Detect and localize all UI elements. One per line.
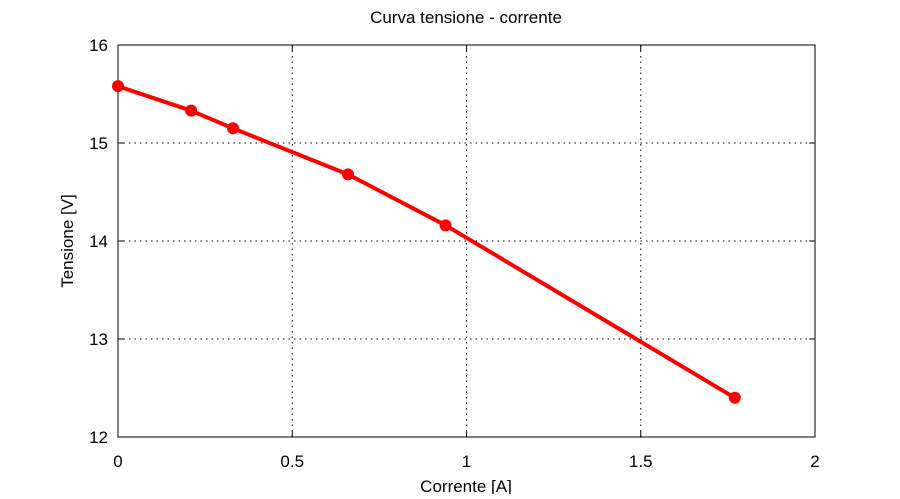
x-tick-label: 2 bbox=[810, 452, 819, 471]
y-tick-label: 13 bbox=[89, 330, 108, 349]
x-tick-label: 0 bbox=[113, 452, 122, 471]
y-axis-title: Tensione [V] bbox=[58, 194, 77, 288]
data-point bbox=[728, 391, 741, 404]
series-line bbox=[116, 84, 737, 400]
data-point bbox=[185, 104, 198, 117]
data-point bbox=[439, 219, 452, 232]
chart-title: Curva tensione - corrente bbox=[370, 8, 562, 27]
x-axis-title: Corrente [A] bbox=[420, 477, 512, 494]
grid-lines bbox=[118, 45, 815, 437]
data-point bbox=[227, 122, 240, 135]
data-point bbox=[342, 168, 355, 181]
data-series bbox=[112, 80, 741, 404]
data-point bbox=[112, 80, 124, 93]
y-tick-label: 15 bbox=[89, 134, 108, 153]
y-tick-label: 12 bbox=[89, 428, 108, 447]
x-tick-label: 1 bbox=[462, 452, 471, 471]
x-tick-label: 0.5 bbox=[280, 452, 304, 471]
axis-ticks: 0 0.5 1 1.5 2 12 13 14 15 16 bbox=[89, 36, 820, 471]
x-tick-label: 1.5 bbox=[629, 452, 653, 471]
y-tick-label: 14 bbox=[89, 232, 108, 251]
y-tick-label: 16 bbox=[89, 36, 108, 55]
